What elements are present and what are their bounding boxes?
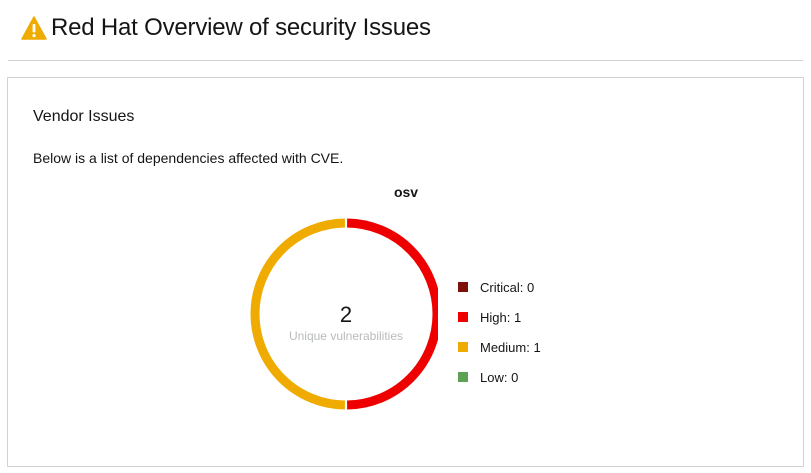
warning-icon xyxy=(21,16,47,40)
page-title: Red Hat Overview of security Issues xyxy=(51,14,431,41)
page-header: Red Hat Overview of security Issues xyxy=(0,0,811,60)
donut-total-label: Unique vulnerabilities xyxy=(289,329,403,343)
header-divider xyxy=(8,60,803,61)
card-title: Vendor Issues xyxy=(33,108,135,125)
legend-label-critical: Critical: 0 xyxy=(480,279,535,295)
vendor-issues-card: Vendor Issues Below is a list of depende… xyxy=(7,77,804,467)
chart-legend: Critical: 0 High: 1 Medium: 1 Low: 0 xyxy=(458,272,541,392)
legend-item-low[interactable]: Low: 0 xyxy=(458,362,541,392)
donut-slice-medium[interactable] xyxy=(250,218,345,410)
donut-total: 2 xyxy=(340,302,352,327)
legend-item-critical[interactable]: Critical: 0 xyxy=(458,272,541,302)
legend-label-low: Low: 0 xyxy=(480,369,519,385)
legend-swatch-high xyxy=(458,312,468,322)
donut-chart: 2 Unique vulnerabilities xyxy=(250,218,438,410)
legend-swatch-low xyxy=(458,372,468,382)
donut-slice-high[interactable] xyxy=(347,218,438,410)
chart-title: osv xyxy=(393,184,419,200)
legend-item-high[interactable]: High: 1 xyxy=(458,302,541,332)
legend-label-high: High: 1 xyxy=(480,309,522,325)
legend-item-medium[interactable]: Medium: 1 xyxy=(458,332,541,362)
legend-label-medium: Medium: 1 xyxy=(480,339,541,355)
card-description: Below is a list of dependencies affected… xyxy=(33,150,344,166)
legend-swatch-critical xyxy=(458,282,468,292)
legend-swatch-medium xyxy=(458,342,468,352)
